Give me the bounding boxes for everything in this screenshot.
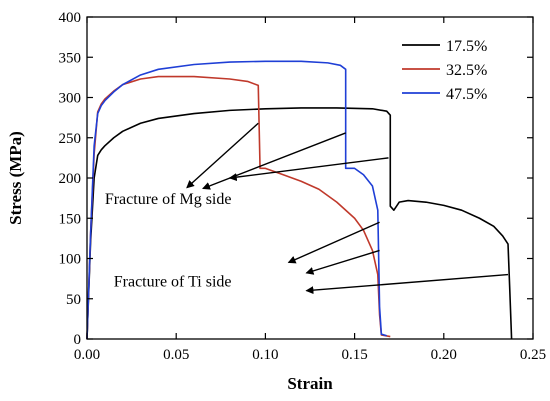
y-tick-label: 250 bbox=[59, 131, 82, 147]
x-axis-title: Strain bbox=[287, 374, 333, 393]
y-tick-label: 100 bbox=[59, 252, 82, 268]
x-tick-label: 0.10 bbox=[252, 347, 278, 363]
annotation-arrow bbox=[228, 157, 389, 182]
annotation-label: Fracture of Ti side bbox=[114, 274, 232, 291]
series-line-175 bbox=[86, 107, 513, 340]
annotation-layer: Fracture of Mg side Fracture of Ti side bbox=[105, 122, 509, 295]
legend: 17.5% 32.5% 47.5% bbox=[402, 38, 487, 103]
y-axis-title: Stress (MPa) bbox=[6, 131, 25, 225]
y-axis: 0 50 100 150 200 250 300 350 400 bbox=[59, 10, 533, 348]
y-tick-label: 400 bbox=[59, 10, 82, 26]
annotation-label: Fracture of Mg side bbox=[105, 191, 232, 208]
x-tick-label: 0.25 bbox=[520, 347, 546, 363]
x-tick-label: 0.05 bbox=[163, 347, 189, 363]
legend-label: 32.5% bbox=[446, 62, 487, 79]
series-line-325 bbox=[86, 75, 391, 340]
x-tick-label: 0.15 bbox=[341, 347, 367, 363]
y-tick-label: 150 bbox=[59, 211, 82, 227]
legend-label: 17.5% bbox=[446, 38, 487, 55]
y-tick-label: 200 bbox=[59, 171, 82, 187]
y-tick-label: 300 bbox=[59, 91, 82, 107]
y-tick-label: 50 bbox=[66, 292, 81, 308]
annotation-arrow bbox=[287, 221, 380, 264]
legend-label: 47.5% bbox=[446, 86, 487, 103]
x-tick-label: 0.00 bbox=[74, 347, 100, 363]
y-tick-label: 0 bbox=[74, 332, 82, 348]
x-tick-label: 0.20 bbox=[431, 347, 457, 363]
annotation-arrow bbox=[305, 273, 509, 295]
annotation-arrow bbox=[305, 249, 380, 275]
series-line-475 bbox=[86, 60, 387, 340]
annotation-arrow bbox=[202, 132, 346, 190]
x-axis: 0.00 0.05 0.10 0.15 0.20 0.25 bbox=[74, 17, 546, 363]
plot-series-layer bbox=[86, 60, 513, 340]
annotation-arrow bbox=[186, 122, 259, 189]
y-tick-label: 350 bbox=[59, 50, 82, 66]
